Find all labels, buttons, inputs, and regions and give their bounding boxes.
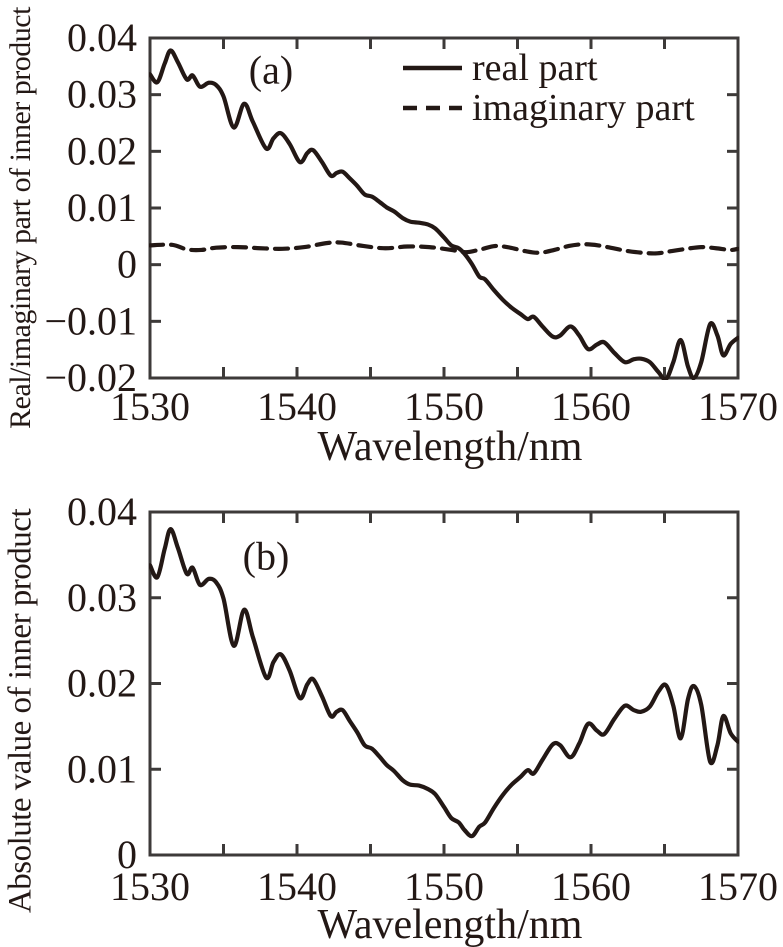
y-tick-label: −0.01 [44, 298, 137, 343]
panel-a: 1530 1540 1550 1560 1570 0.04 0.03 0.02 0.01 0 −0.… [44, 15, 778, 429]
series-real-part [149, 48, 739, 380]
legend-label-imaginary-part: imaginary part [472, 87, 695, 129]
x-tick-label: 1570 [698, 864, 778, 909]
legend-label-real-part: real part [472, 47, 598, 89]
x-tick-label: 1570 [698, 384, 778, 429]
x-axis-label-a: Wavelength/nm [317, 424, 583, 470]
x-tick-label: 1560 [551, 384, 631, 429]
series-imaginary-part [149, 240, 739, 256]
panel-label-a: (a) [248, 47, 294, 93]
y-tick-label: 0.01 [67, 185, 137, 230]
panel-label-b: (b) [242, 533, 290, 579]
x-tick-label: 1540 [257, 384, 337, 429]
x-tick-label: 1530 [110, 384, 190, 429]
x-tick-label: 1540 [257, 864, 337, 909]
x-tick-label: 1550 [404, 864, 484, 909]
series-absolute-value [149, 527, 739, 839]
y-tick-label: 0.03 [67, 575, 137, 620]
y-tick-label: 0.02 [67, 661, 137, 706]
y-tick-label: 0.04 [67, 15, 137, 60]
y-tick-label: 0.04 [67, 489, 137, 534]
x-axis-label-b: Wavelength/nm [317, 902, 583, 947]
y-tick-label: 0.02 [67, 128, 137, 173]
y-tick-label: 0 [117, 242, 137, 287]
y-tick-label: 0.03 [67, 72, 137, 117]
x-tick-label: 1560 [551, 864, 631, 909]
y-tick-label: 0 [117, 832, 137, 877]
panel-b: 1530 1540 1550 1560 1570 0.04 0.03 0.02 0.01 0 [67, 489, 778, 909]
y-tick-label: 0.01 [67, 746, 137, 791]
x-tick-label: 1530 [110, 864, 190, 909]
x-tick-label: 1550 [404, 384, 484, 429]
y-tick-label: −0.02 [44, 355, 137, 400]
y-axis-label-a: Real/imaginary part of inner product [4, 7, 37, 429]
y-axis-label-b: Absolute value of inner product [2, 508, 39, 914]
